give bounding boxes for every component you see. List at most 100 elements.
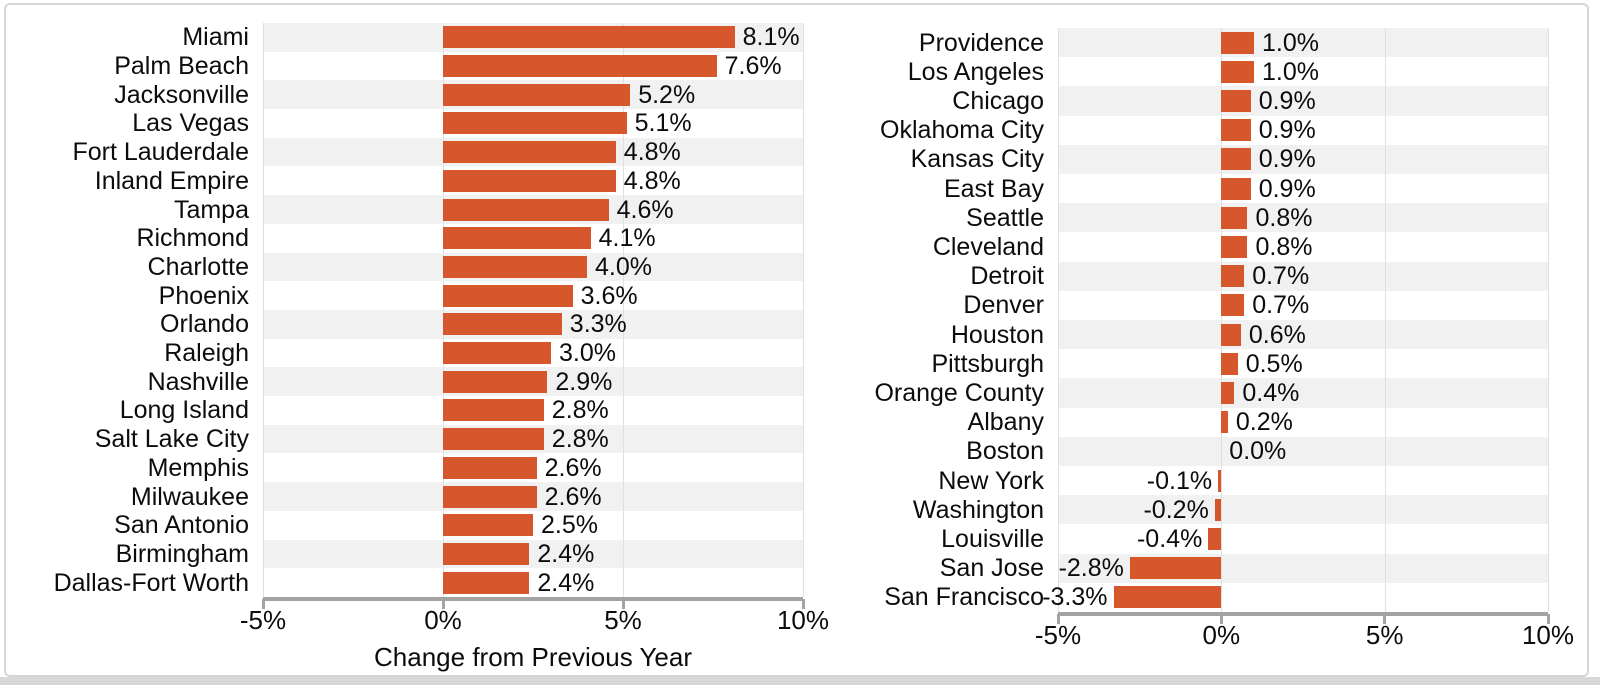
value-label: 2.8% — [551, 396, 609, 425]
bar — [443, 342, 551, 365]
row-stripe — [1058, 436, 1548, 466]
category-label: Long Island — [119, 396, 249, 425]
bar — [1113, 586, 1222, 609]
value-label: 0.9% — [1258, 174, 1316, 203]
bar — [1221, 119, 1251, 142]
row-stripe — [263, 510, 803, 540]
bar — [443, 227, 591, 250]
category-label: Memphis — [147, 453, 249, 482]
value-label: 4.0% — [595, 252, 652, 281]
category-label: Denver — [963, 291, 1044, 320]
x-axis-tick — [261, 599, 265, 609]
value-label: 5.2% — [638, 80, 696, 109]
value-label: 0.7% — [1252, 262, 1310, 291]
x-tick-label: 5% — [604, 605, 642, 635]
row-stripe — [1058, 28, 1548, 58]
category-label: Raleigh — [164, 339, 249, 368]
x-tick-label: 0% — [424, 605, 462, 635]
bar — [443, 284, 573, 307]
bar — [1221, 294, 1245, 317]
category-label: Palm Beach — [114, 52, 249, 80]
x-axis-tick — [1546, 614, 1550, 624]
x-tick-label: -5% — [239, 605, 287, 635]
bar — [1221, 177, 1251, 200]
category-label: East Bay — [943, 174, 1044, 203]
bar — [443, 83, 631, 106]
category-label: Oklahoma City — [880, 116, 1044, 145]
bar — [1221, 206, 1248, 229]
bar — [443, 169, 616, 192]
value-label: 2.5% — [541, 511, 598, 540]
bar — [443, 55, 717, 78]
value-label: 4.8% — [623, 138, 681, 167]
category-label: San Antonio — [114, 511, 249, 540]
value-label: -0.4% — [1136, 525, 1203, 553]
value-label: 2.4% — [537, 540, 595, 568]
row-stripe — [1058, 57, 1548, 87]
x-tick-label: 5% — [1365, 620, 1404, 650]
bar — [1221, 411, 1228, 434]
category-label: New York — [938, 466, 1044, 495]
bar — [443, 428, 544, 451]
category-label: Providence — [918, 28, 1044, 57]
category-label: Chicago — [952, 87, 1044, 115]
x-axis-tick — [441, 599, 445, 609]
gridline — [1548, 28, 1549, 612]
bar — [1221, 148, 1251, 171]
value-label: 0.6% — [1248, 320, 1306, 349]
x-axis-tick — [1383, 614, 1387, 624]
x-axis-title: Change from Previous Year — [374, 642, 692, 672]
bar — [443, 399, 544, 422]
value-label: -0.1% — [1146, 466, 1213, 495]
x-tick-label: 10% — [776, 605, 830, 635]
gridline — [443, 23, 444, 597]
bar — [443, 26, 735, 49]
bar — [443, 141, 616, 164]
value-label: 0.4% — [1242, 379, 1300, 407]
value-label: 1.0% — [1262, 28, 1319, 57]
category-label: Inland Empire — [94, 166, 249, 195]
gridline — [263, 23, 264, 597]
value-label: 2.6% — [544, 482, 602, 511]
row-stripe — [1058, 290, 1548, 320]
row-stripe — [1058, 320, 1548, 350]
value-label: 5.1% — [634, 109, 692, 138]
category-label: Salt Lake City — [94, 425, 249, 454]
value-label: 3.6% — [580, 281, 638, 310]
bar — [443, 456, 537, 479]
x-tick-label: 0% — [1202, 620, 1241, 650]
bar — [443, 543, 530, 565]
category-label: Miami — [182, 23, 249, 52]
gridline — [1384, 28, 1386, 612]
category-label: Charlotte — [147, 252, 249, 281]
category-label: Pittsburgh — [931, 349, 1044, 378]
row-stripe — [1058, 203, 1548, 233]
value-label: 8.1% — [742, 23, 800, 52]
value-label: 0.2% — [1235, 408, 1293, 437]
bar — [1218, 469, 1222, 492]
value-label: 3.0% — [559, 339, 616, 368]
value-label: 0.9% — [1258, 116, 1316, 145]
bar — [443, 571, 530, 594]
row-stripe — [1058, 407, 1548, 437]
value-label: 0.0% — [1229, 437, 1287, 466]
value-label: 7.6% — [724, 52, 782, 80]
value-label: 2.9% — [555, 367, 613, 396]
category-label: Louisville — [941, 525, 1044, 553]
category-label: Fort Lauderdale — [72, 138, 249, 167]
value-label: 0.9% — [1258, 145, 1316, 174]
value-label: 0.7% — [1252, 291, 1310, 320]
category-label: Birmingham — [115, 540, 249, 568]
bar — [443, 514, 533, 537]
category-label: Phoenix — [158, 281, 249, 310]
gridline — [803, 23, 804, 597]
x-axis-line — [1058, 612, 1548, 616]
row-stripe — [1058, 466, 1548, 496]
x-axis-tick — [1056, 614, 1060, 624]
value-label: 0.8% — [1255, 203, 1313, 232]
row-stripe — [1058, 174, 1548, 204]
category-label: Las Vegas — [132, 109, 249, 138]
bar — [1221, 236, 1248, 258]
x-tick-label: -5% — [1034, 620, 1082, 650]
bar — [1221, 31, 1254, 54]
